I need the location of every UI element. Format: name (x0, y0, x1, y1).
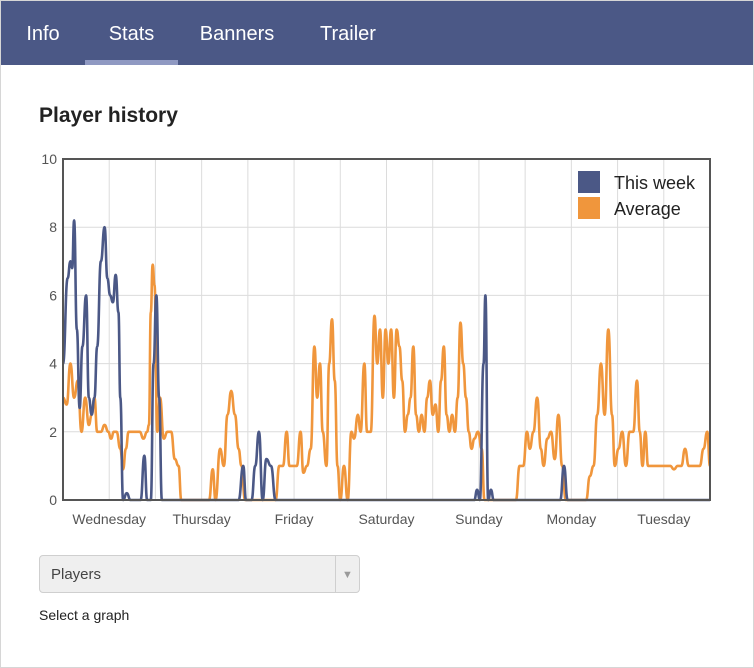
series-line-average (62, 263, 712, 502)
chart-ticks: 0 2 4 6 8 10 Wednesday Thursday Friday Saturday Su… (41, 151, 690, 527)
chart-series (61, 219, 712, 502)
x-tick-label: Thursday (172, 511, 230, 527)
page-title: Player history (39, 104, 178, 127)
plot-frame (62, 158, 711, 501)
legend-label: Average (614, 199, 681, 219)
y-tick-label: 8 (49, 219, 57, 235)
y-tick-label: 6 (49, 287, 57, 303)
chart-legend: This week Average (578, 171, 696, 219)
legend-swatch (578, 197, 600, 219)
y-tick-label: 2 (49, 424, 57, 440)
x-tick-label: Friday (275, 511, 314, 527)
tab-stats[interactable]: Stats (85, 1, 178, 65)
x-tick-label: Sunday (455, 511, 502, 527)
graph-select-value: Players (51, 566, 102, 583)
tab-bar: Info Stats Banners Trailer (1, 1, 753, 65)
y-tick-label: 10 (41, 151, 57, 167)
tab-info[interactable]: Info (26, 23, 60, 45)
chevron-down-icon[interactable]: ▼ (335, 556, 359, 592)
tab-trailer[interactable]: Trailer (320, 23, 376, 45)
player-history-chart: 0 2 4 6 8 10 Wednesday Thursday Friday Saturday Su… (41, 151, 712, 527)
x-tick-label: Saturday (358, 511, 414, 527)
x-tick-label: Tuesday (637, 511, 690, 527)
x-tick-label: Wednesday (72, 511, 146, 527)
graph-select[interactable]: Players ▼ (39, 555, 360, 593)
y-tick-label: 0 (49, 492, 57, 508)
chart-grid (63, 159, 710, 500)
legend-label: This week (614, 173, 696, 193)
series-line-this-week (61, 219, 710, 502)
legend-swatch (578, 171, 600, 193)
tab-banners[interactable]: Banners (199, 23, 275, 45)
x-tick-label: Monday (546, 511, 596, 527)
graph-select-caption: Select a graph (39, 607, 130, 623)
y-tick-label: 4 (49, 356, 57, 372)
